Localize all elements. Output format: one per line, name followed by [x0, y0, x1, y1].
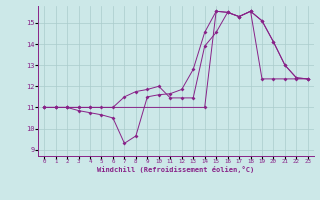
X-axis label: Windchill (Refroidissement éolien,°C): Windchill (Refroidissement éolien,°C) [97, 166, 255, 173]
